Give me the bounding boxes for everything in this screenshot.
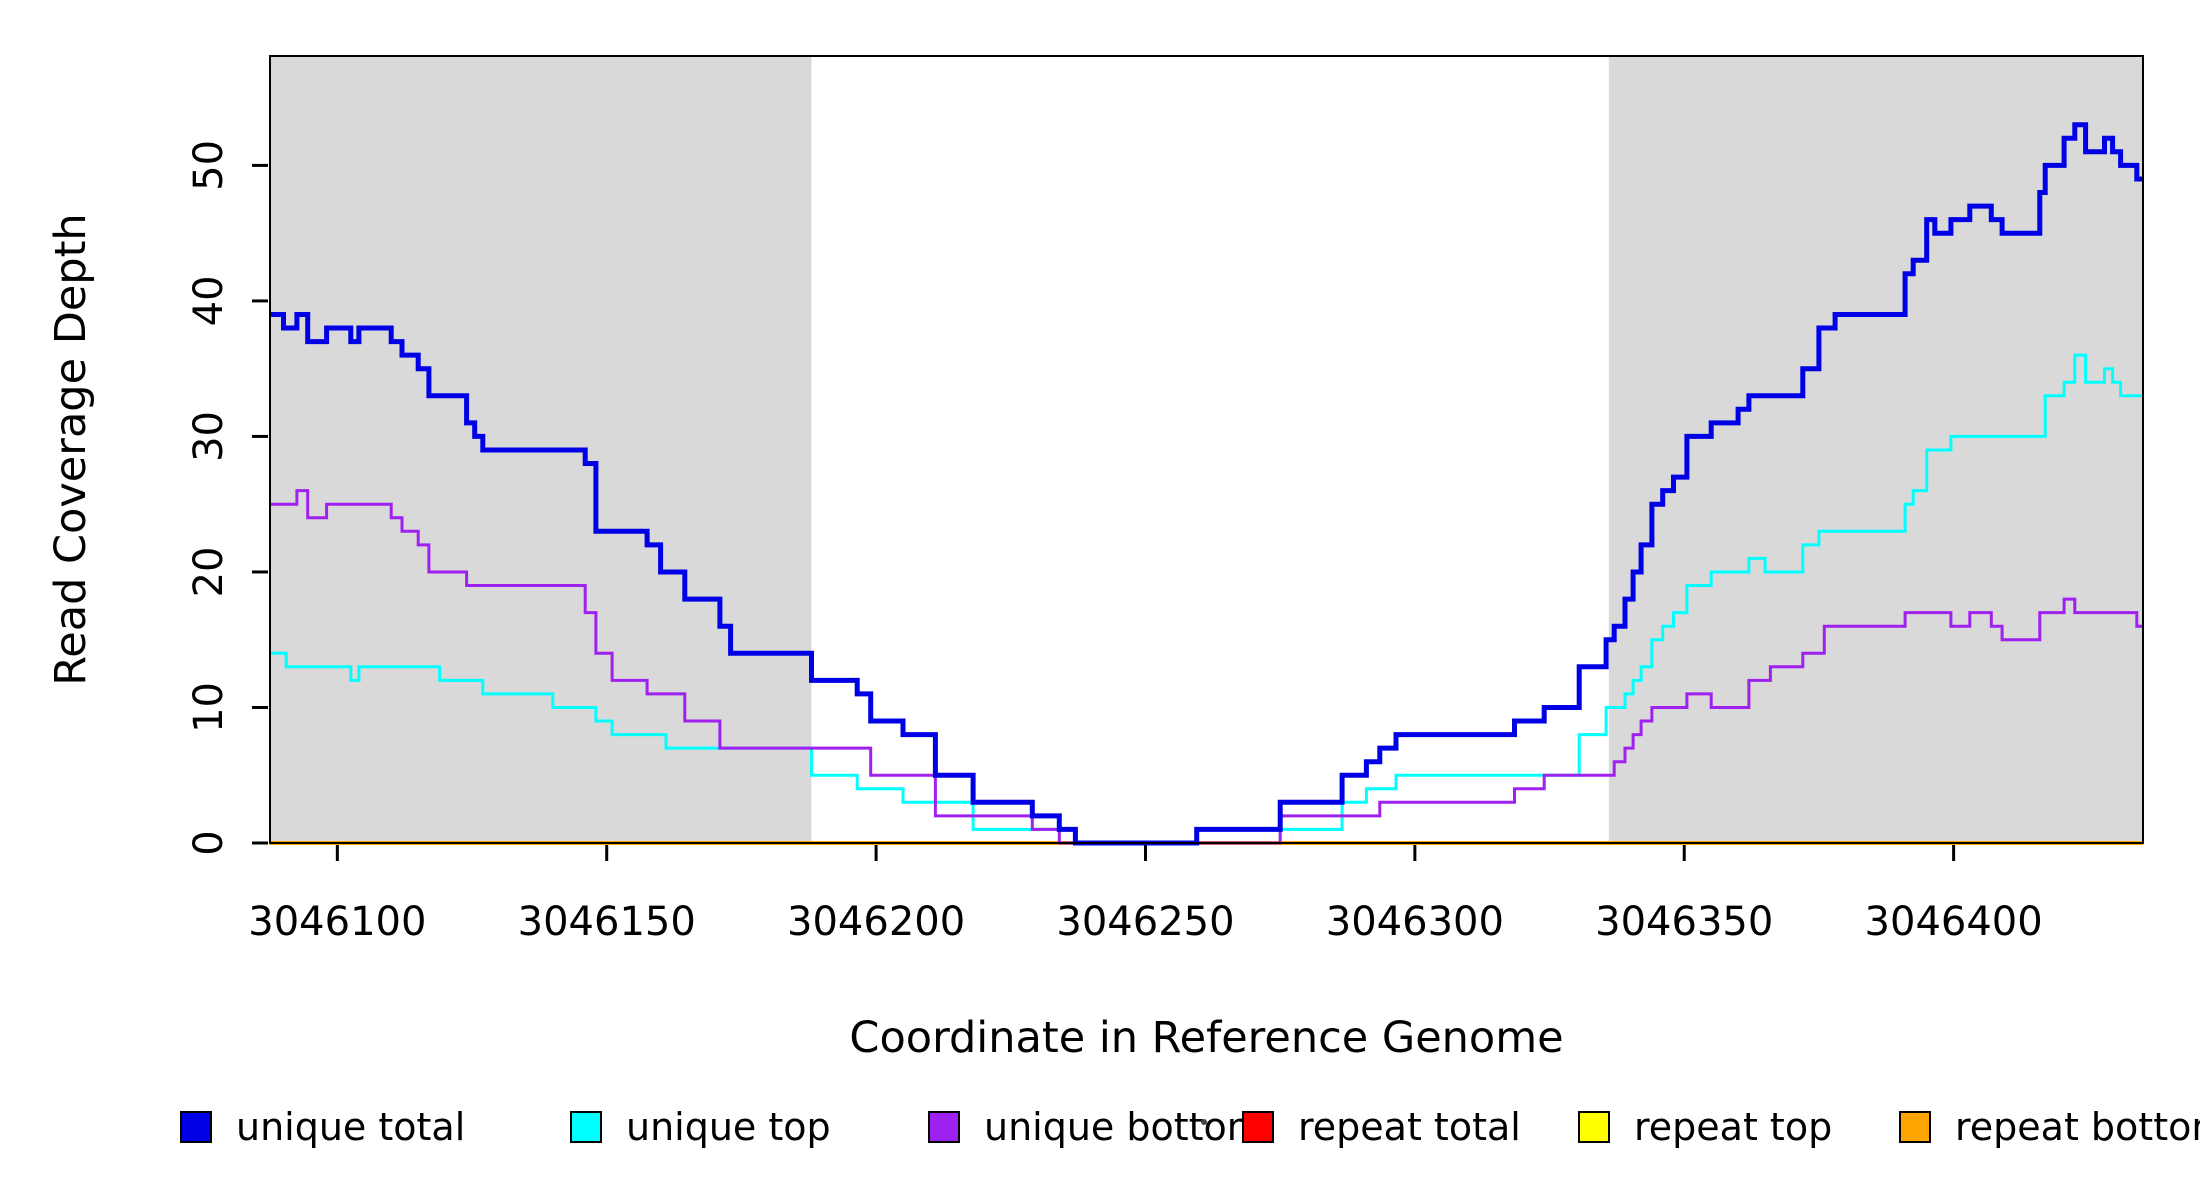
- x-tick-label: 3046100: [248, 899, 426, 945]
- y-tick-label: 0: [186, 830, 232, 855]
- y-tick-label: 20: [186, 547, 232, 598]
- x-tick-label: 3046250: [1056, 899, 1234, 945]
- y-tick-label: 50: [186, 140, 232, 191]
- legend-swatch-unique-top: [570, 1111, 602, 1143]
- x-tick-label: 3046300: [1326, 899, 1504, 945]
- y-tick-label: 30: [186, 411, 232, 462]
- plot-border: [269, 55, 2144, 844]
- legend-label-repeat-bottom: repeat bottom: [1955, 1105, 2200, 1149]
- legend-label-repeat-total: repeat total: [1298, 1105, 1521, 1149]
- right-repeat-flank-band: [1608, 56, 2144, 843]
- legend-swatch-unique-bottom: [928, 1111, 960, 1143]
- legend-swatch-repeat-bottom: [1899, 1111, 1931, 1143]
- x-tick-label: 3046400: [1865, 899, 2043, 945]
- legend-swatch-repeat-top: [1578, 1111, 1610, 1143]
- series-unique-bottom: [270, 489, 2143, 845]
- x-tick-label: 3046200: [787, 899, 965, 945]
- series-unique-total: [270, 122, 2143, 846]
- legend-label-unique-top: unique top: [626, 1105, 831, 1149]
- legend-swatch-unique-total: [180, 1111, 212, 1143]
- stray-dot: [1201, 1119, 1207, 1125]
- legend-swatch-repeat-total: [1242, 1111, 1274, 1143]
- x-tick-label: 3046350: [1595, 899, 1773, 945]
- x-axis-title: Coordinate in Reference Genome: [849, 1013, 1563, 1063]
- y-tick-label: 10: [186, 682, 232, 733]
- series-unique-top: [270, 353, 2143, 845]
- x-tick-label: 3046150: [518, 899, 696, 945]
- y-tick-label: 40: [186, 275, 232, 326]
- legend-label-unique-total: unique total: [236, 1105, 465, 1149]
- legend-label-unique-bottom: unique bottom: [984, 1105, 1264, 1149]
- y-axis-title: Read Coverage Depth: [46, 213, 96, 685]
- legend-label-repeat-top: repeat top: [1634, 1105, 1832, 1149]
